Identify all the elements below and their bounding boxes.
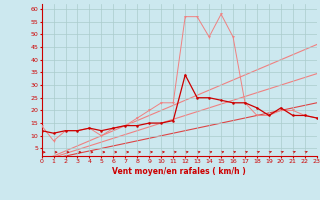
X-axis label: Vent moyen/en rafales ( km/h ): Vent moyen/en rafales ( km/h ) bbox=[112, 167, 246, 176]
